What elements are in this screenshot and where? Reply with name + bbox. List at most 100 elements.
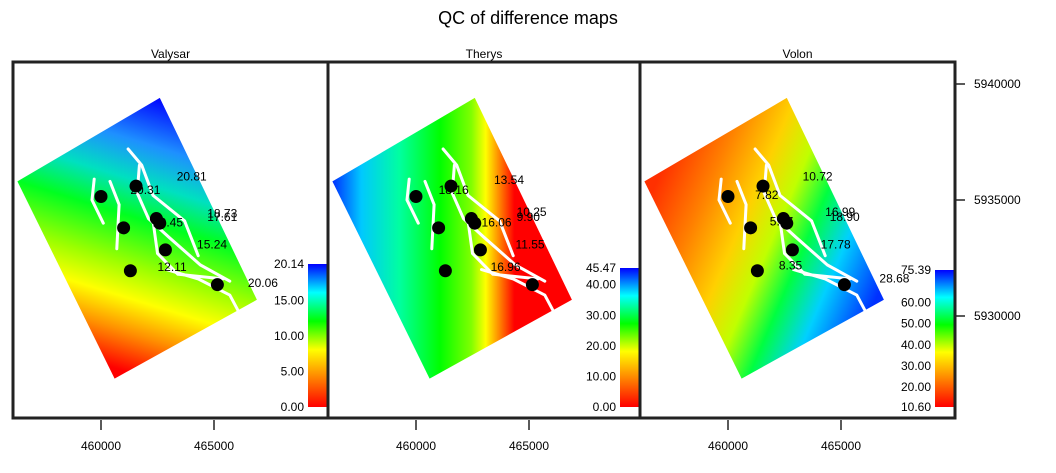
colorbar-tick-label: 10.60 bbox=[901, 400, 931, 414]
well-label: 10.25 bbox=[517, 205, 547, 219]
panel-title: Therys bbox=[466, 47, 503, 61]
fault-trace bbox=[441, 147, 515, 258]
colorbar-tick-label: 15.00 bbox=[274, 293, 304, 307]
difference-surface bbox=[17, 97, 257, 379]
panel-title: Valysar bbox=[151, 47, 190, 61]
fault-trace bbox=[753, 147, 827, 258]
colorbar-tick-label: 10.00 bbox=[586, 369, 616, 383]
fault-trace bbox=[466, 219, 540, 281]
y-tick-label: 5940000 bbox=[974, 77, 1021, 91]
well-marker bbox=[756, 179, 770, 193]
colorbar-tick-label: 10.00 bbox=[274, 329, 304, 343]
colorbar-tick-label: 50.00 bbox=[901, 317, 931, 331]
fault-trace bbox=[423, 179, 436, 251]
colorbar-tick-label: 30.00 bbox=[586, 308, 616, 322]
well-label: 8.35 bbox=[779, 259, 803, 273]
well-label: 18.90 bbox=[830, 210, 860, 224]
colorbar-tick-label: 20.00 bbox=[586, 339, 616, 353]
fault-trace bbox=[151, 219, 225, 281]
colorbar-tick-label: 0.00 bbox=[281, 400, 305, 414]
fault-trace bbox=[735, 179, 748, 251]
fault-trace bbox=[108, 179, 121, 251]
well-label: 15.24 bbox=[197, 238, 227, 252]
well-label: 16.99 bbox=[825, 205, 855, 219]
fault-trace bbox=[126, 147, 200, 258]
difference-surface bbox=[644, 97, 884, 379]
well-marker bbox=[117, 221, 131, 235]
difference-surface bbox=[332, 97, 572, 379]
well-marker bbox=[409, 190, 423, 204]
well-label: 7.82 bbox=[755, 188, 779, 202]
colorbar-tick-label: 20.14 bbox=[274, 257, 304, 271]
well-marker bbox=[94, 190, 108, 204]
colorbar bbox=[308, 264, 328, 407]
well-marker bbox=[468, 216, 482, 230]
colorbar-tick-label: 5.00 bbox=[281, 364, 305, 378]
well-marker bbox=[750, 264, 764, 278]
colorbar-tick-label: 30.00 bbox=[901, 359, 931, 373]
colorbar-tick-label: 40.00 bbox=[586, 278, 616, 292]
well-label: 18.73 bbox=[207, 206, 237, 220]
y-axis: 5930000 5935000 5940000 bbox=[955, 77, 1021, 323]
chart-title: QC of difference maps bbox=[438, 8, 618, 28]
well-label: 20.31 bbox=[130, 183, 160, 197]
well-marker bbox=[525, 278, 539, 292]
colorbar bbox=[935, 270, 955, 407]
fault-trace bbox=[90, 177, 105, 225]
well-label: 16.06 bbox=[482, 216, 512, 230]
well-marker bbox=[129, 179, 143, 193]
well-label: 17.61 bbox=[207, 210, 237, 224]
well-marker bbox=[837, 278, 851, 292]
panel-frame bbox=[638, 60, 957, 420]
fault-trace bbox=[778, 219, 852, 281]
well-marker bbox=[438, 264, 452, 278]
colorbar-tick-label: 45.47 bbox=[586, 261, 616, 275]
well-label: 11.55 bbox=[515, 238, 544, 252]
well-marker bbox=[158, 243, 172, 257]
well-marker bbox=[153, 216, 167, 230]
colorbar-tick-label: 75.39 bbox=[901, 263, 931, 277]
well-marker bbox=[432, 221, 446, 235]
x-tick-label: 460000 bbox=[396, 439, 436, 453]
x-tick-label: 465000 bbox=[509, 439, 549, 453]
well-marker bbox=[780, 216, 794, 230]
x-tick-label: 465000 bbox=[194, 439, 234, 453]
well-marker bbox=[444, 179, 458, 193]
well-label: 13.54 bbox=[494, 173, 524, 187]
colorbar-tick-label: 0.00 bbox=[593, 400, 617, 414]
well-label: 16.96 bbox=[491, 260, 521, 274]
well-label: 17.78 bbox=[821, 238, 851, 252]
colorbar-tick-label: 40.00 bbox=[901, 338, 931, 352]
well-label: 12.11 bbox=[158, 260, 187, 274]
x-tick-label: 460000 bbox=[708, 439, 748, 453]
fault-trace bbox=[717, 177, 732, 225]
well-marker bbox=[744, 221, 758, 235]
colorbar-tick-label: 20.00 bbox=[901, 380, 931, 394]
well-label: 9.90 bbox=[517, 210, 541, 224]
well-marker bbox=[721, 190, 735, 204]
x-tick-label: 465000 bbox=[821, 439, 861, 453]
colorbar-tick-label: 60.00 bbox=[901, 296, 931, 310]
well-label: 20.45 bbox=[153, 216, 183, 230]
y-tick-label: 5935000 bbox=[974, 193, 1021, 207]
well-marker bbox=[123, 264, 137, 278]
well-label: 20.81 bbox=[177, 169, 207, 183]
well-label: 10.72 bbox=[803, 169, 833, 183]
fault-trace bbox=[405, 177, 420, 225]
well-marker bbox=[785, 243, 799, 257]
well-marker bbox=[210, 278, 224, 292]
y-tick-label: 5930000 bbox=[974, 309, 1021, 323]
panel-title: Volon bbox=[782, 47, 812, 61]
colorbar bbox=[620, 268, 640, 407]
well-label: 28.68 bbox=[879, 271, 909, 285]
well-label: 20.06 bbox=[248, 276, 278, 290]
well-marker bbox=[473, 243, 487, 257]
well-label: 18.16 bbox=[439, 183, 469, 197]
